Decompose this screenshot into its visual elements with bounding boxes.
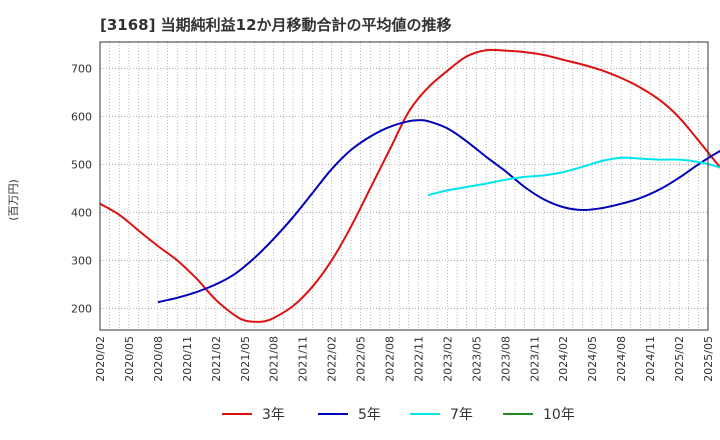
y-tick-label: 700 — [71, 62, 92, 75]
chart-title: [3168] 当期純利益12か月移動合計の平均値の推移 — [100, 16, 452, 34]
x-tick-label: 2022/11 — [412, 336, 425, 382]
y-tick-label: 400 — [71, 206, 92, 219]
x-tick-label: 2022/02 — [326, 336, 339, 382]
x-tick-label: 2022/05 — [355, 336, 368, 382]
plot-frame — [99, 41, 709, 331]
y-axis: 200 300 400 500 600 700 — [71, 62, 92, 315]
x-tick-label: 2025/05 — [702, 336, 715, 382]
x-tick-label: 2021/08 — [268, 336, 281, 382]
x-tick-label: 2020/11 — [181, 336, 194, 382]
x-tick-label: 2021/02 — [210, 336, 223, 382]
legend-label: 7年 — [450, 407, 473, 423]
x-tick-label: 2024/08 — [615, 336, 628, 382]
x-tick-label: 2023/05 — [470, 336, 483, 382]
x-tick-label: 2024/02 — [557, 336, 570, 382]
x-tick-label: 2023/11 — [528, 336, 541, 382]
y-tick-label: 300 — [71, 254, 92, 267]
legend-label: 3年 — [262, 407, 285, 423]
x-tick-label: 2020/02 — [94, 336, 107, 382]
x-tick-label: 2022/08 — [384, 336, 397, 382]
legend-label: 10年 — [543, 407, 575, 423]
series-line-7年 — [427, 156, 720, 197]
x-tick-label: 2020/08 — [152, 336, 165, 382]
grid — [99, 42, 709, 330]
x-tick-label: 2021/05 — [239, 336, 252, 382]
x-tick-label: 2023/08 — [499, 336, 512, 382]
x-axis: 2020/02 2020/05 2020/08 2020/11 2021/02 2021/… — [94, 336, 715, 382]
y-tick-label: 500 — [71, 158, 92, 171]
x-tick-label: 2023/02 — [441, 336, 454, 382]
series-line-5年 — [157, 119, 720, 304]
x-tick-label: 2025/02 — [673, 336, 686, 382]
x-tick-label: 2021/11 — [297, 336, 310, 382]
y-tick-label: 200 — [71, 302, 92, 315]
y-tick-label: 600 — [71, 110, 92, 123]
x-tick-label: 2024/11 — [644, 336, 657, 382]
y-axis-label: (百万円) — [7, 179, 20, 221]
legend: 3年 5年 7年 10年 — [222, 407, 575, 423]
legend-label: 5年 — [358, 407, 381, 423]
x-tick-label: 2024/05 — [586, 336, 599, 382]
x-tick-label: 2020/05 — [123, 336, 136, 382]
series-line-3年 — [99, 48, 720, 323]
plot-area — [99, 48, 720, 323]
